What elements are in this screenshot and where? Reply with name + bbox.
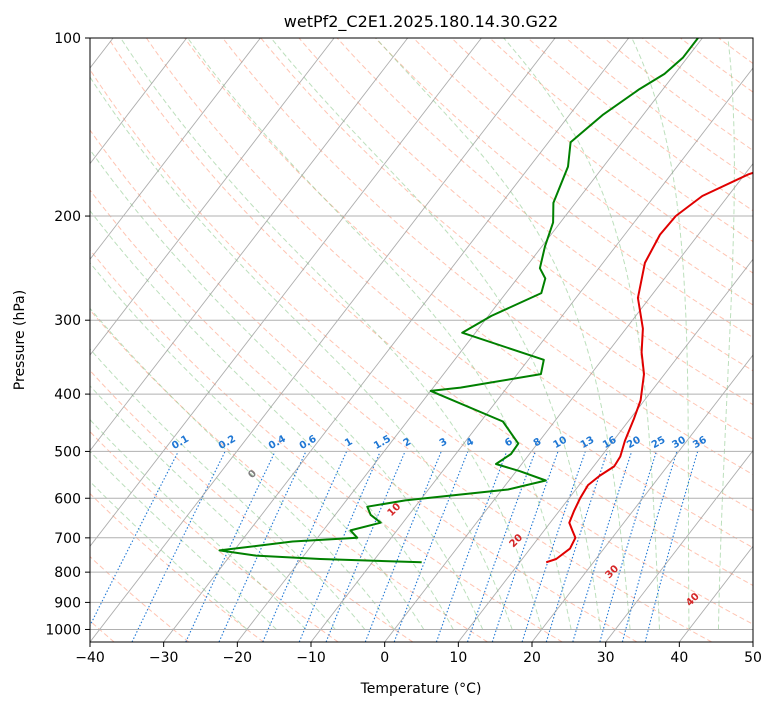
x-axis-label: Temperature (°C)	[360, 681, 482, 697]
y-tick-label: 600	[54, 491, 81, 507]
x-tick-label: −40	[75, 650, 105, 666]
x-tick-label: 0	[380, 650, 389, 666]
y-tick-label: 100	[54, 31, 81, 47]
x-tick-label: 40	[670, 650, 688, 666]
y-tick-label: 200	[54, 209, 81, 225]
y-tick-label: 500	[54, 444, 81, 460]
x-tick-label: −10	[296, 650, 326, 666]
y-axis-label: Pressure (hPa)	[12, 290, 28, 390]
y-tick-label: 900	[54, 595, 81, 611]
y-tick-label: 300	[54, 313, 81, 329]
y-tick-label: 400	[54, 387, 81, 403]
x-tick-label: 50	[744, 650, 762, 666]
y-tick-label: 1000	[45, 622, 81, 638]
y-tick-label: 800	[54, 565, 81, 581]
chart-title: wetPf2_C2E1.2025.180.14.30.G22	[284, 12, 558, 32]
x-tick-label: 10	[449, 650, 467, 666]
x-tick-label: 30	[597, 650, 615, 666]
y-tick-label: 700	[54, 531, 81, 547]
x-tick-label: 20	[523, 650, 541, 666]
x-tick-label: −20	[223, 650, 253, 666]
x-tick-label: −30	[149, 650, 179, 666]
